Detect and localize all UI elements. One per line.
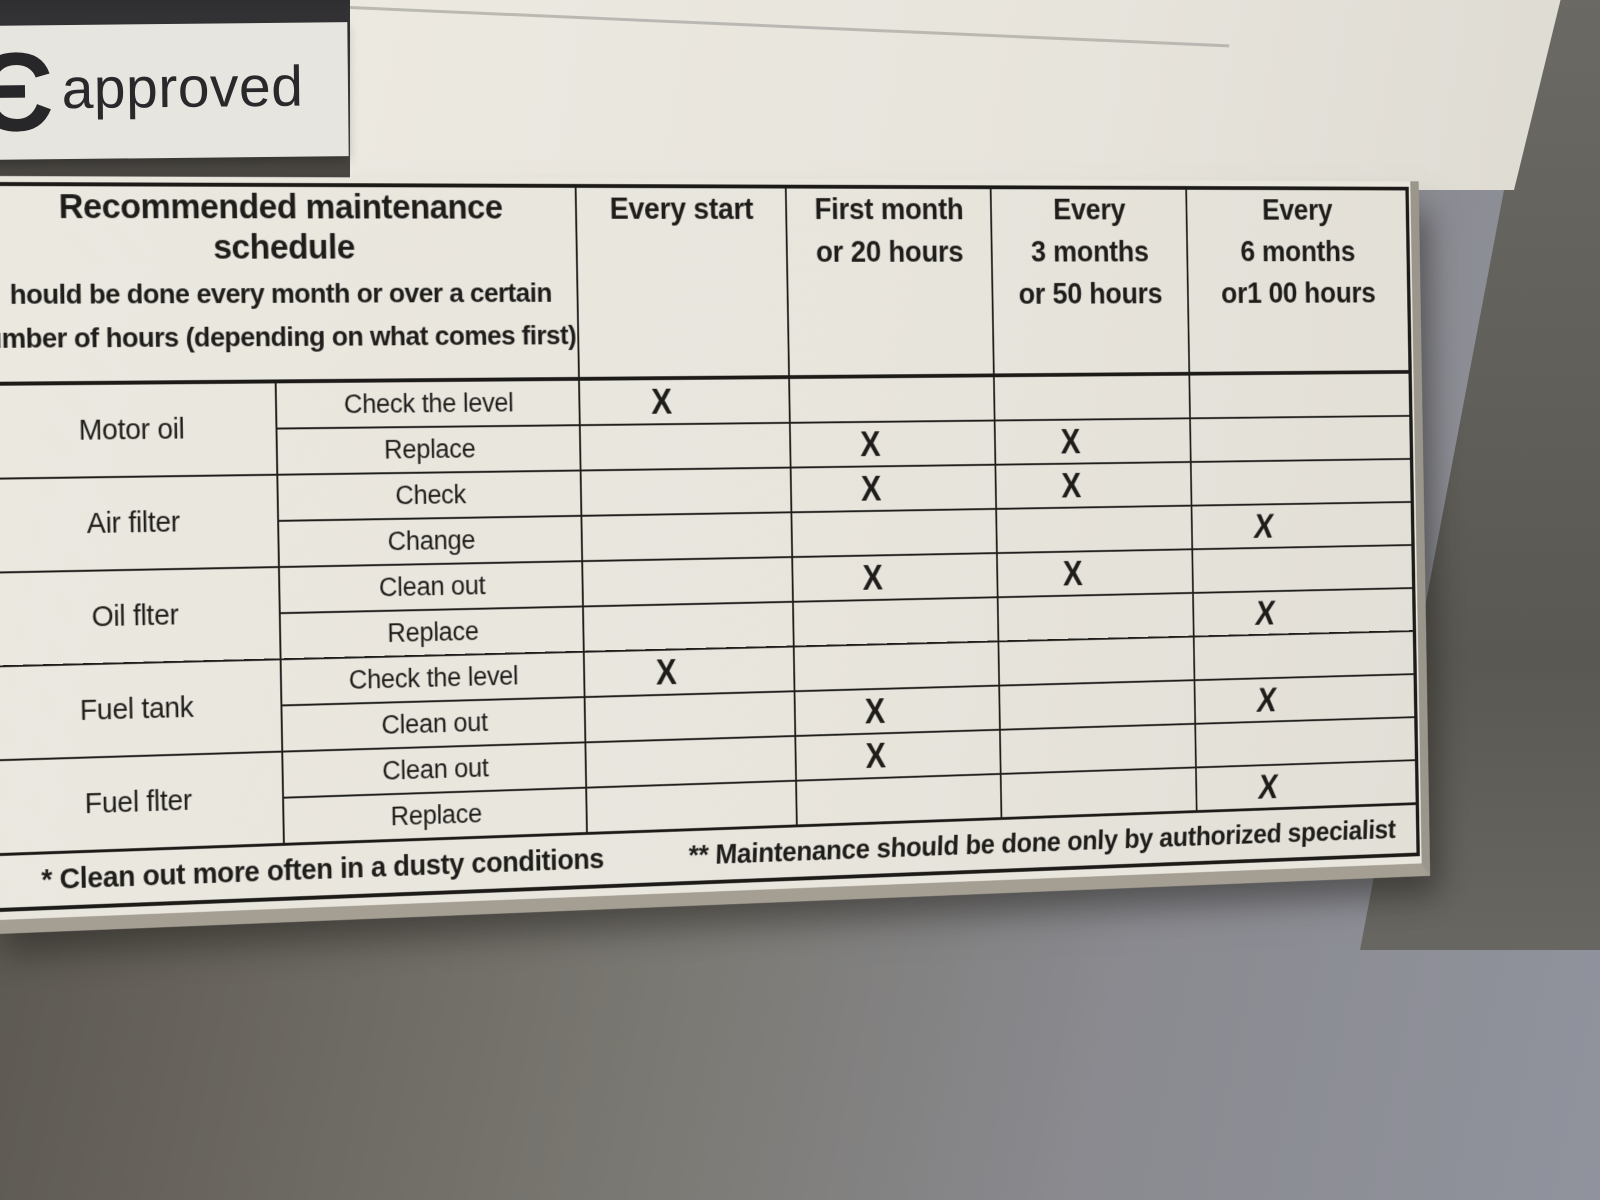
column-header-3: Every 3 months or 50 hours <box>990 187 1190 376</box>
action-cell: Check <box>277 470 582 521</box>
x-mark: X <box>1251 506 1276 545</box>
mark-cell-empty <box>1000 767 1197 819</box>
x-mark: X <box>859 424 881 464</box>
column-header-4: Every 6 months or1 00 hours <box>1186 187 1411 374</box>
mark-cell-x: X <box>790 464 997 513</box>
mark-cell-empty <box>999 723 1196 774</box>
mark-cell-empty <box>789 375 995 423</box>
action-cell: Clean out <box>278 561 583 614</box>
mark-cell-empty <box>1193 631 1416 681</box>
mark-cell-empty <box>999 680 1196 730</box>
mark-cell-empty <box>792 597 999 647</box>
mark-cell-empty <box>791 508 997 558</box>
action-cell: Replace <box>279 606 584 660</box>
action-cell: Replace <box>276 425 581 475</box>
category-cell: Motor oil <box>0 381 278 479</box>
paper-sheet-top <box>350 0 1562 190</box>
category-cell: Fuel tank <box>0 659 283 761</box>
x-mark: X <box>1062 553 1084 593</box>
mark-cell-x: X <box>1192 588 1415 637</box>
category-cell: Oil flter <box>0 567 281 667</box>
mark-cell-x: X <box>578 377 790 426</box>
mark-cell-empty <box>1190 458 1413 506</box>
mark-cell-x: X <box>795 729 1001 781</box>
mark-cell-empty <box>581 512 793 562</box>
approved-label: approved <box>61 54 304 122</box>
mark-cell-empty <box>584 691 796 743</box>
mark-cell-x: X <box>583 646 795 698</box>
mark-cell-x: X <box>789 420 996 468</box>
category-cell: Air filter <box>0 474 279 573</box>
category-cell: Fuel flter <box>0 751 284 855</box>
x-mark: X <box>861 557 883 597</box>
x-mark: X <box>655 651 677 692</box>
table-header-row: Recommended maintenance schedule hould b… <box>0 183 1411 384</box>
mark-cell-empty <box>580 467 792 516</box>
x-mark: X <box>864 691 886 731</box>
mark-cell-x: X <box>995 461 1192 509</box>
action-cell: Check the level <box>275 378 580 429</box>
table-title: Recommended maintenance <box>58 187 503 227</box>
x-mark: X <box>864 735 886 776</box>
mark-cell-empty <box>993 373 1191 421</box>
mark-cell-empty <box>582 601 794 652</box>
mark-cell-empty <box>793 641 1000 692</box>
mark-cell-x: X <box>792 553 998 602</box>
column-header-1: Every start <box>575 185 790 379</box>
x-mark: X <box>1256 766 1280 806</box>
mark-cell-empty <box>586 780 797 834</box>
table-description-line1: hould be done every month or over a cert… <box>9 277 552 310</box>
ce-approved-badge: Є approved <box>0 22 349 160</box>
mark-cell-empty <box>796 773 1002 826</box>
mark-cell-empty <box>579 422 791 471</box>
table-title-line2: schedule <box>212 228 356 267</box>
mark-cell-x: X <box>1191 501 1414 550</box>
mark-cell-empty <box>1189 371 1411 419</box>
maintenance-schedule-label: Recommended maintenance schedule hould b… <box>0 175 1431 935</box>
mark-cell-empty <box>582 557 793 607</box>
table-description-line2: umber of hours (depending on what comes … <box>0 320 577 354</box>
action-cell: Change <box>278 515 583 568</box>
x-mark: X <box>650 381 673 421</box>
x-mark: X <box>1061 465 1082 505</box>
x-mark: X <box>1060 421 1081 461</box>
mark-cell-x: X <box>1194 674 1416 724</box>
maintenance-table: Recommended maintenance schedule hould b… <box>0 181 1420 913</box>
mark-cell-x: X <box>996 549 1193 598</box>
x-mark: X <box>860 468 882 508</box>
mark-cell-empty <box>996 505 1193 554</box>
mark-cell-empty <box>1190 415 1412 462</box>
mark-cell-x: X <box>794 685 1000 736</box>
x-mark: X <box>1254 680 1279 719</box>
ce-mark-icon: Є <box>0 29 55 156</box>
mark-cell-empty <box>1192 544 1414 593</box>
table-title-cell: Recommended maintenance schedule hould b… <box>0 183 579 384</box>
x-mark: X <box>1253 593 1277 632</box>
mark-cell-empty <box>997 592 1194 642</box>
mark-cell-empty <box>1195 717 1417 768</box>
footnote-dusty-conditions: * Clean out more often in a dusty condit… <box>41 843 605 896</box>
mark-cell-empty <box>998 636 1195 686</box>
column-header-2: First month or 20 hours <box>785 186 994 378</box>
mark-cell-x: X <box>994 418 1191 465</box>
mark-cell-empty <box>585 735 797 788</box>
